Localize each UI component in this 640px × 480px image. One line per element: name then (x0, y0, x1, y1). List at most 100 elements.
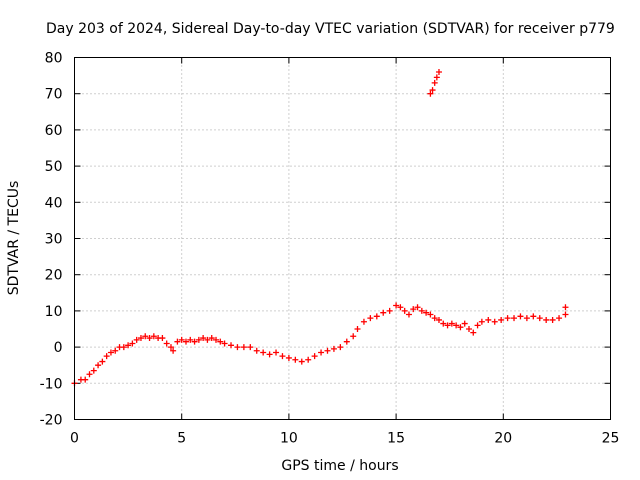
data-point (453, 322, 460, 329)
data-point (120, 344, 127, 351)
x-tick-label: 5 (177, 431, 186, 447)
data-point (504, 315, 511, 322)
data-point (431, 79, 438, 86)
data-point (208, 335, 215, 342)
data-point (167, 344, 174, 351)
data-point (343, 338, 350, 345)
data-point (330, 345, 337, 352)
y-tick-label: -10 (40, 376, 63, 392)
data-point (112, 347, 119, 354)
data-point (86, 371, 93, 378)
data-point (150, 333, 157, 340)
chart-title: Day 203 of 2024, Sidereal Day-to-day VTE… (46, 21, 615, 37)
data-point (279, 353, 286, 360)
data-point (247, 344, 254, 351)
data-point (433, 74, 440, 81)
data-point (478, 318, 485, 325)
data-point (298, 358, 305, 365)
data-point (556, 315, 563, 322)
data-point (187, 336, 194, 343)
data-point (440, 320, 447, 327)
y-tick-label: 70 (45, 87, 63, 103)
data-point (465, 326, 472, 332)
data-point (360, 318, 367, 325)
data-point (498, 316, 505, 323)
x-tick-label: 10 (280, 431, 298, 447)
y-tick-label: 10 (45, 304, 63, 320)
y-tick-label: 80 (45, 51, 63, 67)
data-point (373, 313, 380, 320)
data-point (423, 309, 430, 316)
data-point (221, 340, 228, 347)
data-point (470, 329, 477, 336)
data-point (444, 322, 451, 329)
data-point (517, 313, 524, 320)
data-point (354, 326, 361, 332)
data-point (418, 307, 425, 314)
data-point (367, 315, 374, 322)
data-point (324, 347, 331, 354)
data-point (401, 307, 408, 314)
data-point (129, 340, 136, 347)
data-point (292, 356, 299, 363)
data-point (350, 333, 357, 340)
plot-frame (74, 57, 611, 420)
data-point (240, 344, 247, 351)
data-point (170, 347, 177, 354)
data-point (163, 340, 170, 347)
x-tick-label: 0 (70, 431, 79, 447)
data-point (273, 349, 280, 356)
data-point (146, 335, 153, 342)
data-point (405, 311, 412, 318)
y-axis-label: SDTVAR / TECUs (6, 181, 22, 296)
y-tick-label: -20 (40, 413, 63, 429)
data-point (174, 338, 181, 345)
x-tick-label: 15 (387, 431, 405, 447)
data-point (474, 322, 481, 329)
data-point (431, 315, 438, 322)
data-point (435, 68, 442, 75)
data-point (159, 335, 166, 342)
grid (74, 57, 611, 420)
data-point (311, 353, 318, 360)
data-point (427, 311, 434, 318)
data-point (200, 335, 207, 342)
y-tick-label: 30 (45, 232, 63, 248)
data-point (410, 306, 417, 313)
data-point (543, 316, 550, 323)
data-point (125, 342, 132, 349)
data-point (448, 320, 455, 327)
data-point (386, 307, 393, 314)
data-point (285, 354, 292, 361)
data-point (234, 344, 241, 351)
data-point (491, 318, 498, 325)
data-point (107, 349, 114, 356)
data-point (253, 347, 260, 354)
data-point (536, 315, 543, 322)
data-point (191, 338, 198, 345)
x-tick-label: 20 (494, 431, 512, 447)
data-point (461, 320, 468, 327)
y-tick-label: 60 (45, 123, 63, 139)
data-point (133, 336, 140, 343)
data-point (393, 302, 400, 309)
data-point (523, 315, 530, 322)
data-point (142, 333, 149, 340)
tick-labels: 0 5 10 15 20 25 -20 -10 0 10 20 30 40 50 60 70 80 (40, 51, 620, 447)
data-point (337, 344, 344, 351)
data-point (435, 316, 442, 323)
data-point (530, 313, 537, 320)
data-point (82, 376, 89, 383)
data-point (178, 336, 185, 343)
data-point (427, 90, 434, 97)
data-point (182, 338, 189, 345)
data-point (562, 304, 569, 311)
data-point (217, 338, 224, 345)
data-series (71, 68, 569, 387)
x-axis-label: GPS time / hours (281, 458, 398, 474)
data-point (397, 304, 404, 311)
data-point (380, 309, 387, 316)
data-point (266, 351, 273, 358)
data-point (228, 342, 235, 349)
